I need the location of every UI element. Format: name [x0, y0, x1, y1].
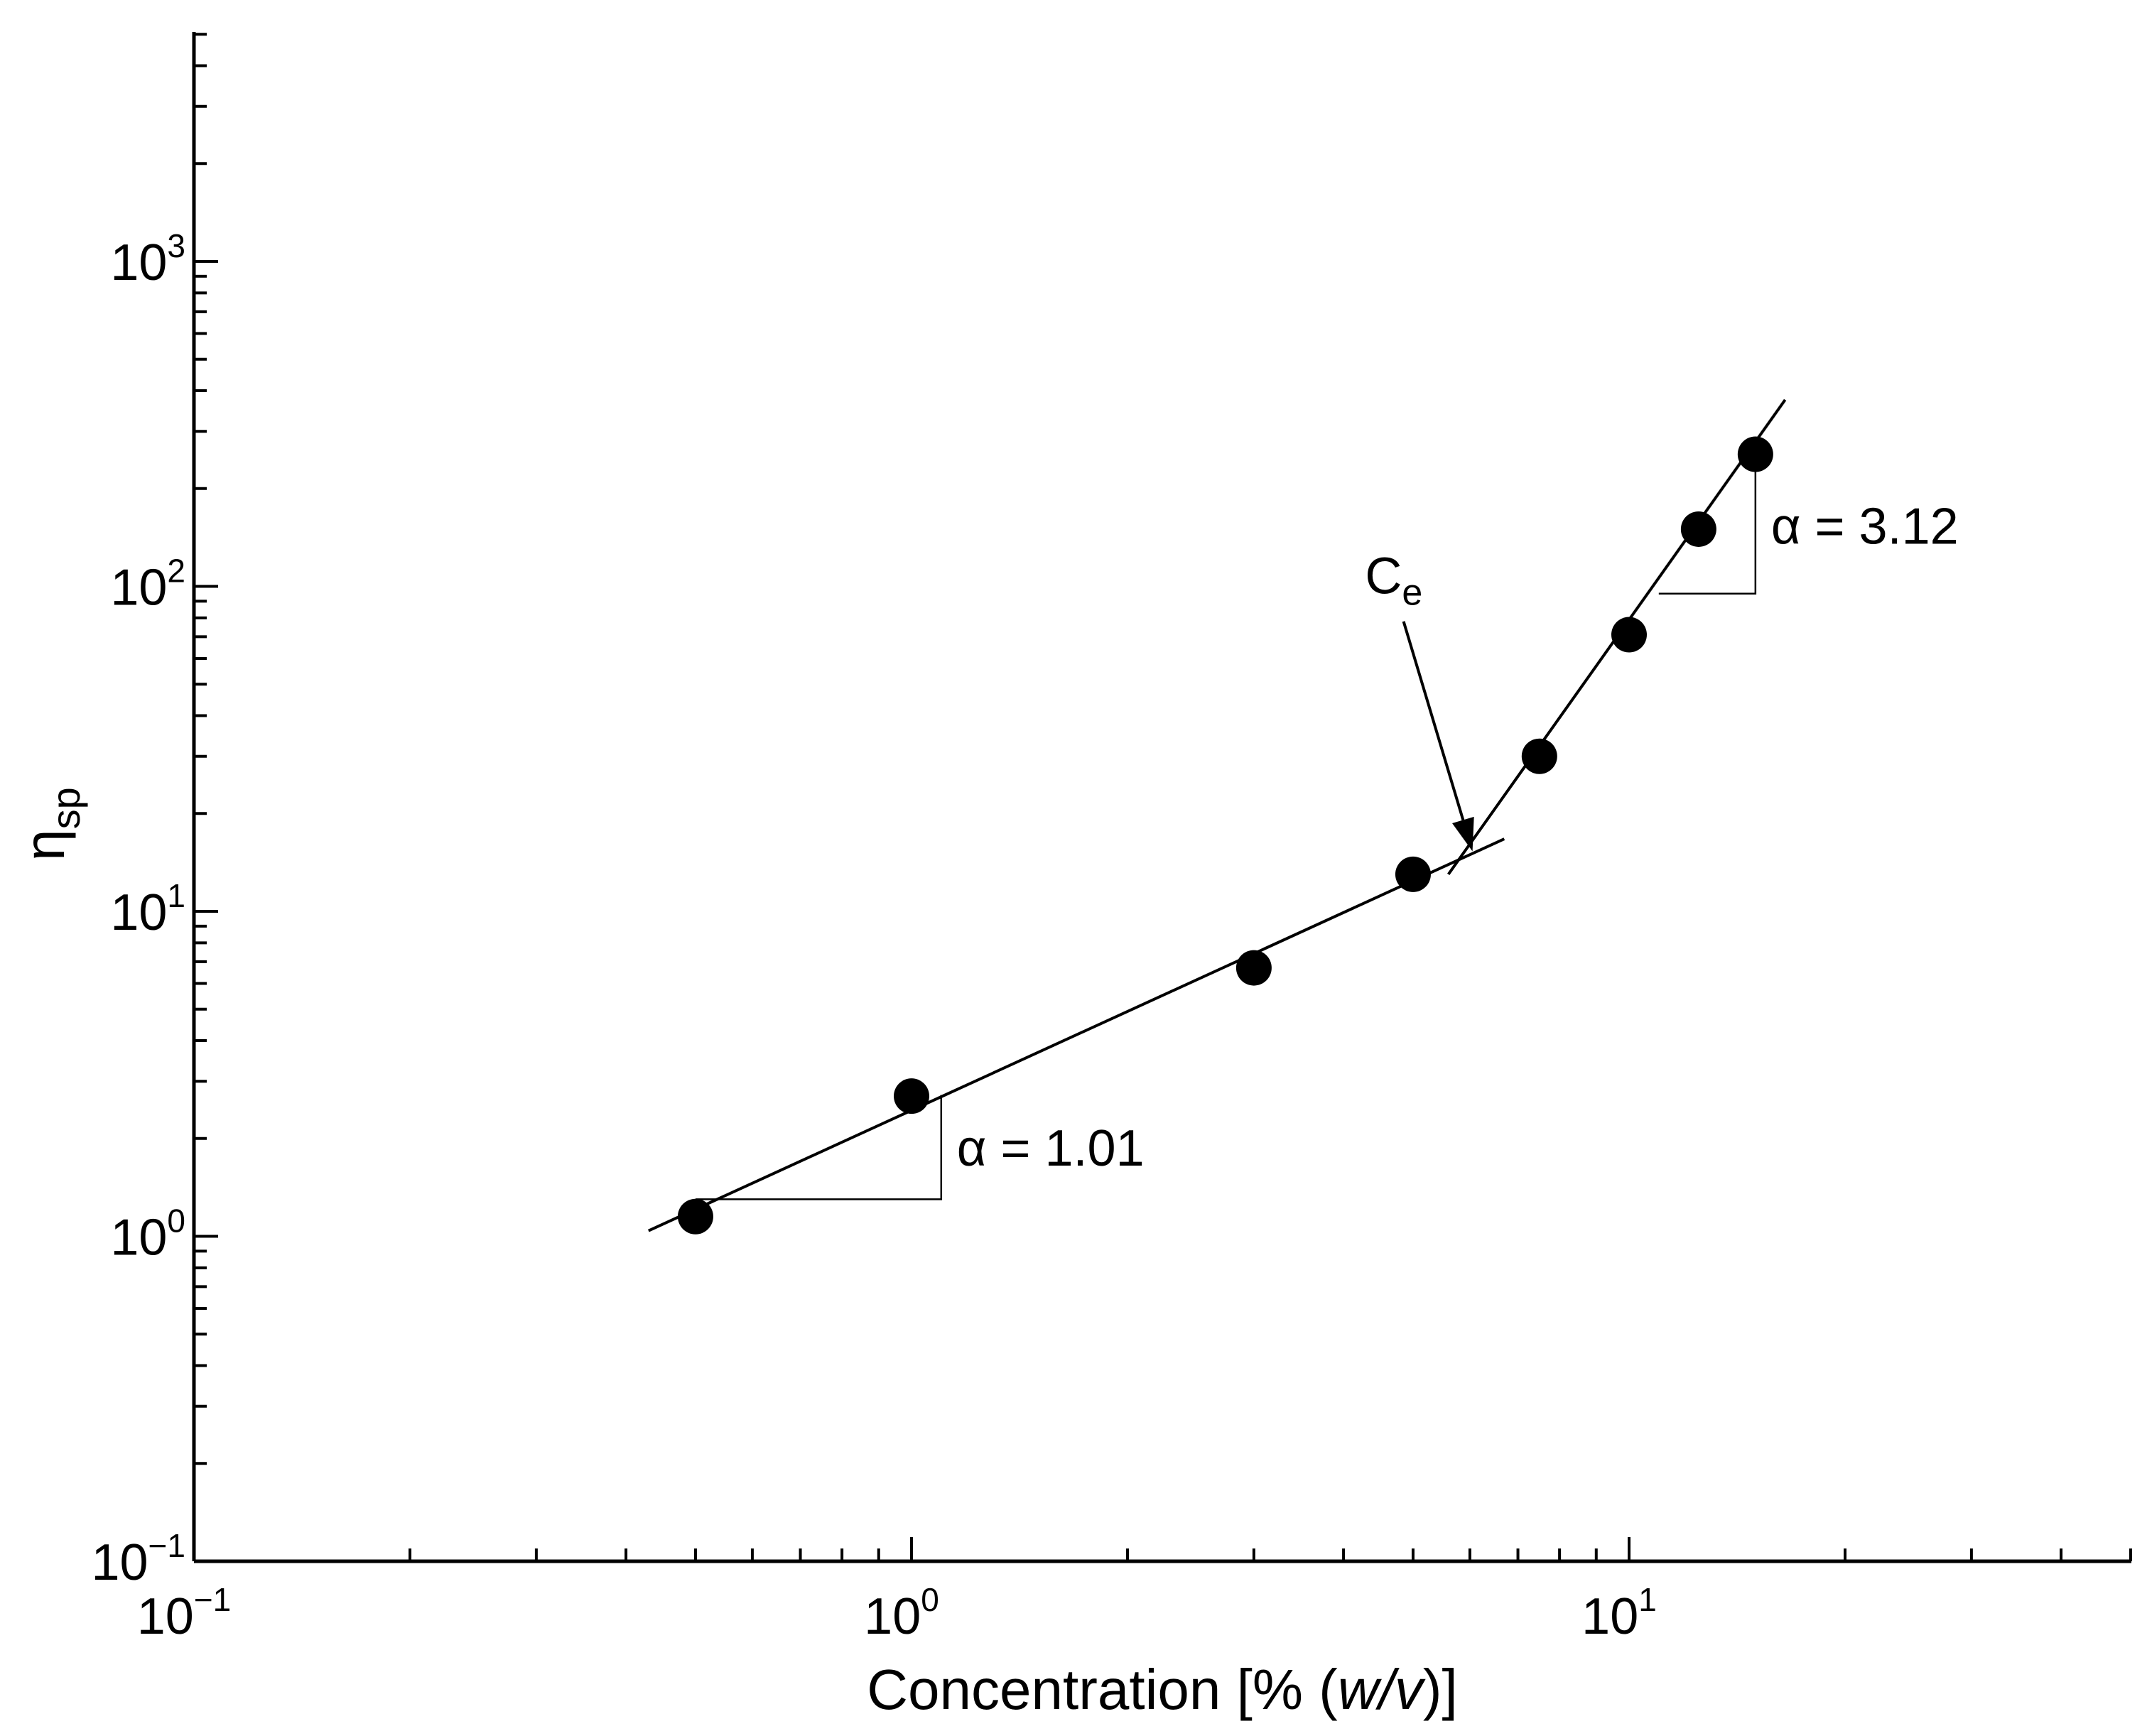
y-tick-label-exp: 1	[167, 877, 185, 914]
x-tick-label: 10−1	[137, 1581, 232, 1645]
fit-line	[647, 837, 1505, 1232]
x-tick-label-exp: 1	[1638, 1581, 1657, 1618]
y-axis-title-base: η	[13, 829, 76, 861]
x-axis-title: Concentration [% (w/v)]	[867, 1658, 1457, 1721]
ce-label-base: C	[1365, 548, 1402, 605]
y-axis-title: ηsp	[13, 787, 88, 861]
data-point	[1680, 511, 1716, 547]
x-tick-label-exp: 0	[921, 1581, 939, 1618]
x-axis-title-italic: w/v	[1338, 1658, 1426, 1721]
axes	[192, 32, 2131, 1563]
slope-triangle	[1658, 457, 1757, 595]
y-tick-label-exp: 3	[167, 227, 185, 264]
y-tick-label: 102	[110, 553, 185, 617]
x-axis-title-text: Concentration [% (	[867, 1658, 1338, 1721]
y-tick-label-exp: 2	[167, 553, 185, 590]
ce-arrow-shaft	[1402, 621, 1465, 821]
y-tick-label-base: 10	[110, 234, 167, 291]
y-tick-label-base: 10	[110, 884, 167, 941]
ticks	[193, 33, 2132, 1563]
y-tick-label: 103	[110, 227, 185, 291]
slope-triangle	[695, 1095, 943, 1200]
y-tick-label-base: 10	[91, 1534, 148, 1591]
ce-arrow-head	[1452, 816, 1474, 852]
x-tick-label-base: 10	[137, 1588, 194, 1645]
y-tick-label-base: 10	[110, 1210, 167, 1266]
data-points	[677, 436, 1773, 1235]
data-point	[1521, 738, 1557, 774]
x-tick-label-exp: −1	[194, 1581, 231, 1618]
x-tick-label-base: 10	[864, 1588, 921, 1645]
data-point	[894, 1078, 929, 1114]
x-tick-label: 101	[1581, 1581, 1657, 1645]
y-tick-label-base: 10	[110, 560, 167, 617]
y-tick-label-exp: 0	[167, 1203, 185, 1239]
y-tick-label: 100	[110, 1203, 185, 1266]
annotations: Ce	[1365, 548, 1474, 852]
y-axis-title-sub: sp	[43, 787, 88, 829]
x-tick-label-base: 10	[1581, 1588, 1638, 1645]
data-point	[1611, 617, 1647, 653]
data-point	[1395, 856, 1431, 892]
y-tick-label-exp: −1	[148, 1527, 185, 1564]
ce-label: Ce	[1365, 548, 1422, 614]
slope-label: α = 1.01	[957, 1120, 1145, 1177]
data-point	[1737, 436, 1773, 472]
x-tick-label: 100	[864, 1581, 939, 1645]
data-point	[1235, 950, 1272, 986]
slope-label: α = 3.12	[1771, 499, 1959, 555]
fit-lines: α = 1.01 α = 3.12	[647, 398, 1959, 1232]
y-tick-label: 10−1	[91, 1527, 185, 1591]
data-point	[677, 1198, 713, 1235]
y-tick-label: 101	[110, 877, 185, 941]
x-axis-title-end: )]	[1423, 1658, 1458, 1721]
ce-label-sub: e	[1402, 573, 1422, 614]
